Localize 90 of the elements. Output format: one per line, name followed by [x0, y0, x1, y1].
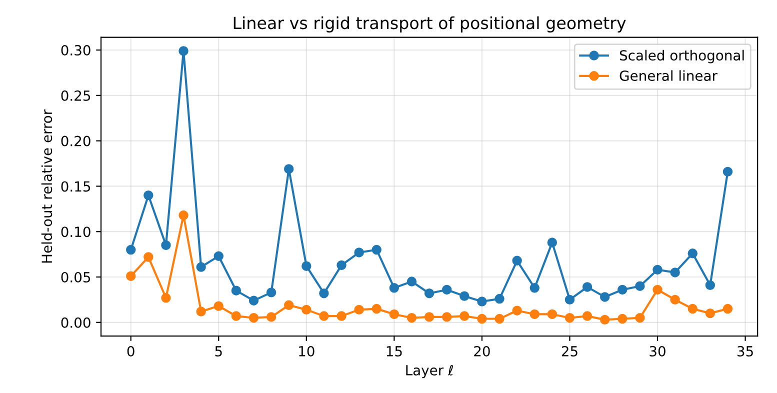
- point: [442, 312, 452, 322]
- x-tick-label: 0: [127, 346, 134, 356]
- point: [618, 314, 628, 324]
- point: [196, 306, 206, 316]
- point: [670, 294, 680, 305]
- point: [319, 288, 329, 298]
- y-tick-label: 0.10: [61, 226, 90, 238]
- x-tick-label: 25: [562, 346, 578, 356]
- x-tick-label: 10: [299, 346, 314, 356]
- point: [600, 314, 610, 325]
- point: [406, 312, 417, 323]
- point: [354, 248, 364, 258]
- point: [372, 244, 382, 255]
- point: [618, 284, 628, 295]
- point: [477, 314, 487, 324]
- point: [424, 312, 434, 322]
- point: [494, 294, 504, 304]
- point: [161, 240, 171, 250]
- point: [460, 291, 470, 301]
- point: [372, 304, 382, 314]
- x-tick-label: 15: [386, 346, 402, 356]
- point: [266, 288, 276, 298]
- point: [178, 210, 188, 220]
- y-tick-label: 0.15: [61, 181, 90, 192]
- point: [600, 292, 610, 302]
- point: [705, 280, 716, 290]
- point: [564, 294, 575, 305]
- point: [722, 166, 733, 177]
- point: [319, 311, 329, 321]
- point: [512, 306, 522, 316]
- point: [284, 164, 294, 174]
- point: [144, 252, 154, 262]
- point: [302, 261, 312, 271]
- point: [178, 46, 188, 56]
- point: [248, 312, 259, 323]
- point: [231, 311, 242, 321]
- point: [652, 264, 662, 275]
- legend-label: General linear: [620, 70, 718, 81]
- point: [424, 288, 434, 298]
- y-tick-label: 0.05: [61, 272, 90, 282]
- point: [494, 314, 504, 324]
- point: [635, 281, 645, 291]
- point: [722, 304, 733, 314]
- point: [406, 276, 417, 286]
- x-tick-label: 5: [215, 346, 222, 356]
- point: [652, 284, 662, 295]
- point: [530, 283, 540, 293]
- point: [284, 300, 294, 310]
- y-tick-label: 0.30: [61, 45, 90, 56]
- point: [530, 309, 540, 320]
- point: [126, 271, 136, 281]
- point: [688, 248, 698, 258]
- x-tick-label: 20: [474, 346, 490, 356]
- point: [231, 286, 242, 296]
- x-tick-label: 30: [650, 346, 666, 356]
- chart-title: Linear vs rigid transport of positional geometry: [234, 16, 626, 32]
- point: [126, 244, 136, 255]
- point: [248, 296, 259, 306]
- point: [582, 282, 592, 292]
- point: [635, 312, 645, 323]
- y-tick-label: 0.25: [61, 90, 90, 101]
- point: [214, 251, 224, 261]
- y-tick-label: 0.20: [61, 136, 90, 146]
- point: [161, 293, 171, 303]
- point: [336, 311, 346, 321]
- point: [389, 309, 400, 320]
- legend-label: Scaled orthogonal: [620, 50, 744, 64]
- point: [302, 304, 312, 315]
- point: [477, 296, 487, 306]
- point: [266, 312, 276, 322]
- point: [460, 311, 470, 321]
- point: [582, 311, 592, 321]
- point: [144, 190, 154, 200]
- point: [547, 309, 558, 320]
- point: [564, 312, 575, 323]
- point: [196, 262, 206, 272]
- point: [705, 308, 716, 318]
- point: [688, 304, 698, 314]
- point: [442, 284, 452, 295]
- point: [336, 260, 346, 270]
- point: [214, 301, 224, 311]
- y-tick-label: 0.00: [61, 317, 90, 328]
- point: [354, 304, 364, 315]
- point: [547, 238, 558, 248]
- x-tick-label: 35: [738, 346, 753, 356]
- point: [670, 268, 680, 278]
- x-axis-title: Layer ℓ: [406, 364, 453, 378]
- point: [389, 283, 400, 293]
- point: [512, 256, 522, 266]
- y-axis-title: Held-out relative error: [41, 109, 52, 263]
